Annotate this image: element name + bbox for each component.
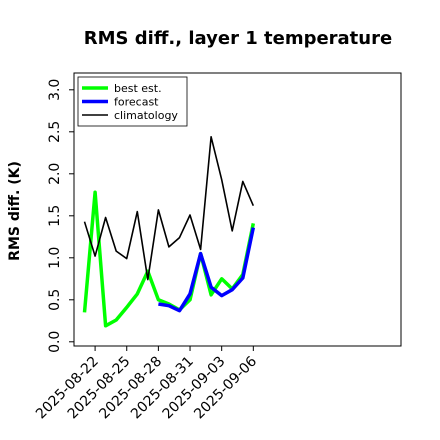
legend-entry: climatology [114, 109, 178, 122]
y-tick-label: 1.0 [47, 247, 63, 269]
y-axis-label: RMS diff. (K) [7, 161, 23, 261]
series-layer [82, 136, 256, 328]
y-tick-label: 2.5 [47, 121, 63, 143]
chart-title: RMS diff., layer 1 temperature [84, 28, 392, 49]
y-tick-label: 3.0 [47, 79, 63, 101]
series-line-forecast [158, 227, 256, 313]
series-line-climatology [83, 136, 255, 281]
legend-entry: forecast [114, 96, 159, 109]
y-tick-label: 1.5 [47, 205, 63, 227]
y-tick-label: 2.0 [47, 163, 63, 185]
legend-entry: best est. [114, 82, 162, 95]
y-tick-label: 0.5 [47, 289, 63, 311]
y-tick-label: 0.0 [47, 331, 63, 353]
